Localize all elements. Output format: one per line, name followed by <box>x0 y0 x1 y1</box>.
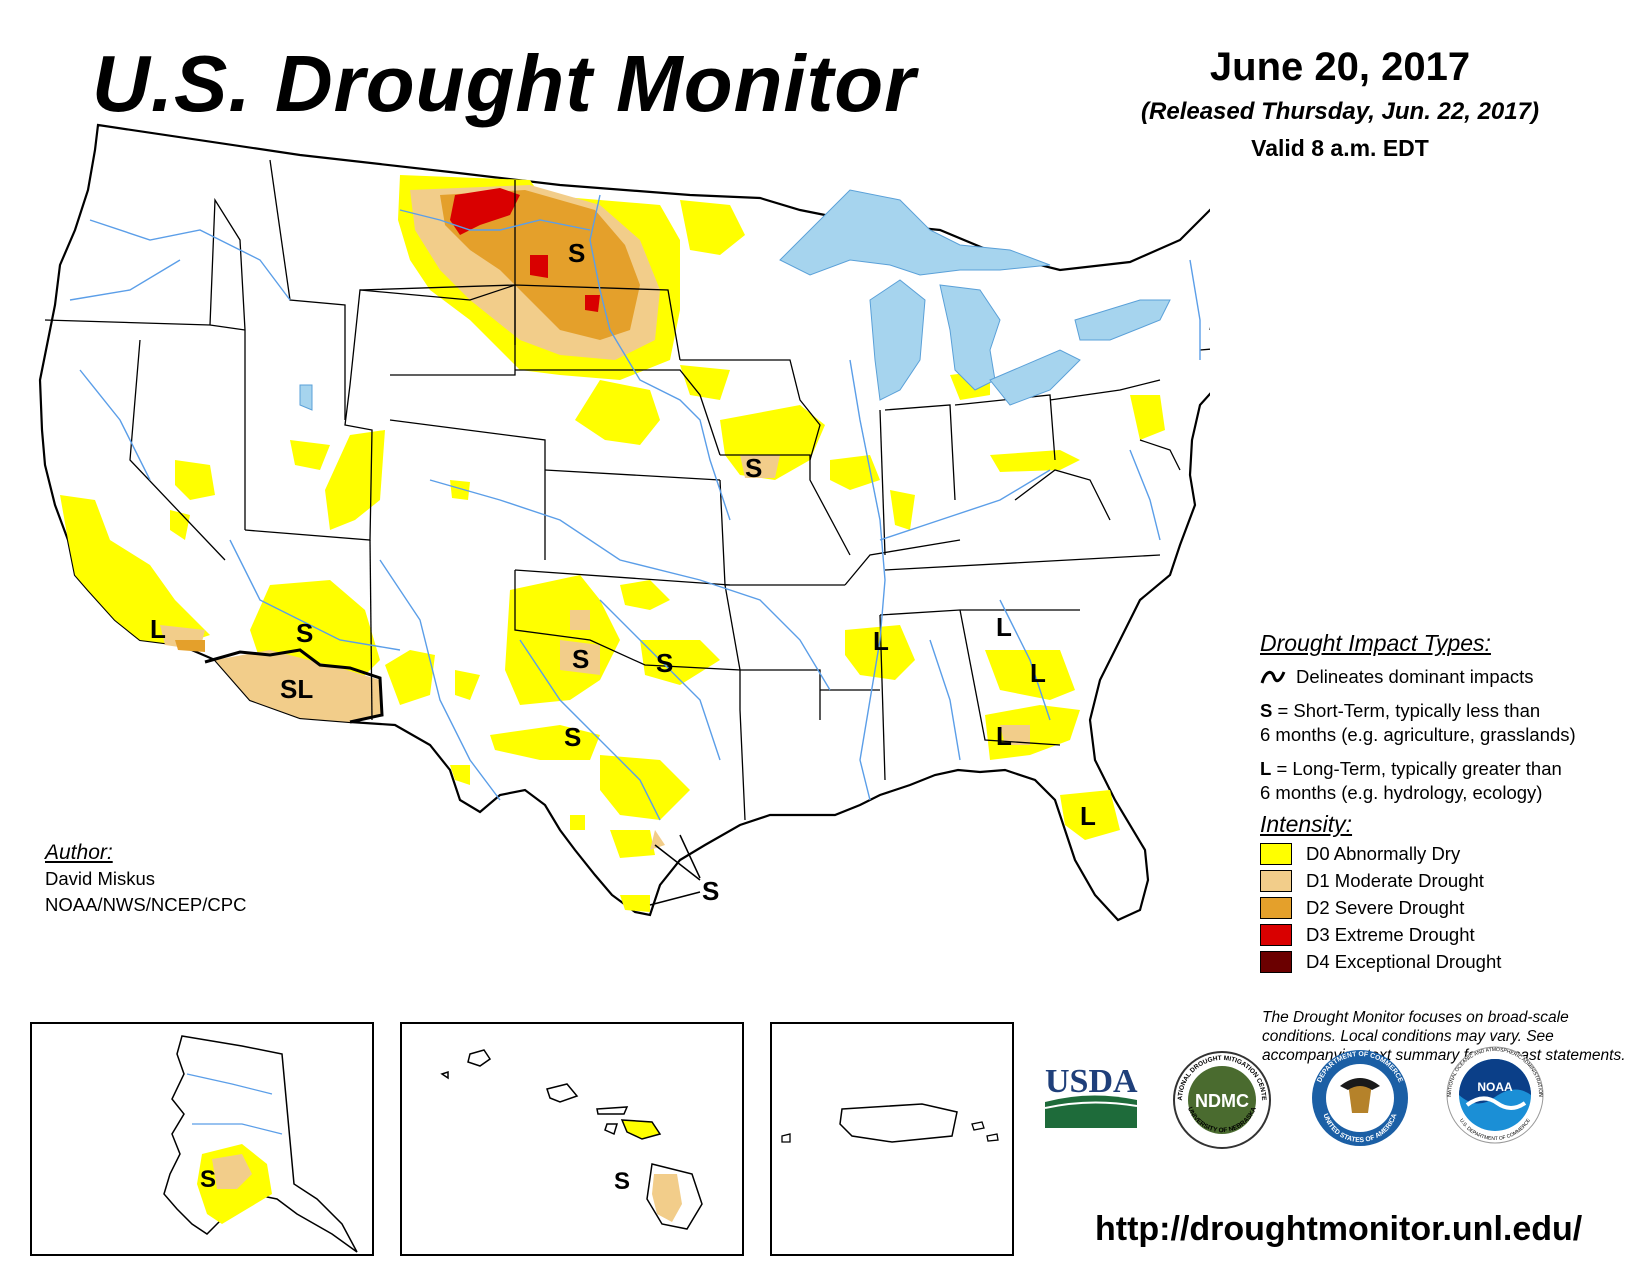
d4-swatch <box>1260 950 1292 973</box>
rivers <box>69 194 1201 821</box>
long-term-code: L <box>1260 758 1272 779</box>
long-term-key: L = Long-Term, typically greater than <box>1260 757 1640 781</box>
valid-time: Valid 8 a.m. EDT <box>1251 135 1429 161</box>
noaa-logo-graphic: NOAA NATIONAL OCEANIC AND ATMOSPHERIC AD… <box>1446 1046 1544 1144</box>
state-boundaries <box>44 159 1210 821</box>
delineation-key: Delineates dominant impacts <box>1260 665 1640 689</box>
az-nm-d1-area <box>215 650 382 722</box>
author-org: NOAA/NWS/NCEP/CPC <box>45 894 247 915</box>
puerto-rico-inset <box>770 1022 1014 1256</box>
drought-monitor-url[interactable]: http://droughtmonitor.unl.edu/ <box>1095 1210 1583 1248</box>
d4-label: D4 Exceptional Drought <box>1306 950 1502 972</box>
alaska-impact-label: S <box>200 1166 216 1193</box>
commerce-seal-graphic: DEPARTMENT OF COMMERCE UNITED STATES OF … <box>1312 1050 1408 1146</box>
d3-swatch <box>1260 923 1292 946</box>
impact-label: SL <box>280 674 313 704</box>
impact-label: L <box>1030 658 1046 688</box>
d1-swatch <box>1260 869 1292 892</box>
author-name: David Miskus <box>45 868 155 889</box>
impact-label: L <box>996 721 1012 751</box>
impact-labels: S S S S S S S L L L L L L SL <box>150 238 1096 906</box>
great-lakes <box>299 189 1171 411</box>
conus-drought-map: S S S S S S S L L L L L L SL <box>38 123 1210 922</box>
author-block: Author: David Miskus NOAA/NWS/NCEP/CPC <box>45 840 246 918</box>
alaska-map: S <box>163 1035 358 1253</box>
texas-pointer-lines <box>649 834 701 906</box>
impact-label: L <box>873 626 889 656</box>
map-date: June 20, 2017 <box>1209 45 1471 89</box>
commerce-seal-logo[interactable]: DEPARTMENT OF COMMERCE UNITED STATES OF … <box>1310 1048 1410 1148</box>
intensity-d4: D4 Exceptional Drought <box>1260 948 1640 975</box>
release-date: (Released Thursday, Jun. 22, 2017) <box>1141 98 1539 125</box>
impact-types-heading: Drought Impact Types: <box>1260 630 1491 656</box>
impact-label: S <box>656 648 673 678</box>
intensity-d1: D1 Moderate Drought <box>1260 867 1640 894</box>
intensity-d0: D0 Abnormally Dry <box>1260 840 1640 867</box>
impact-label: S <box>568 238 585 268</box>
impact-label: L <box>996 612 1012 642</box>
author-heading: Author: <box>45 841 113 864</box>
long-term-text: = Long-Term, typically greater than <box>1271 758 1562 779</box>
intensity-heading: Intensity: <box>1260 811 1353 837</box>
usda-logo-text: USDA <box>1045 1063 1138 1100</box>
impact-label: S <box>564 722 581 752</box>
d0-swatch <box>1260 842 1292 865</box>
map-title: U.S. Drought Monitor <box>92 39 917 128</box>
d3-areas <box>450 188 600 312</box>
d2-swatch <box>1260 896 1292 919</box>
d3-label: D3 Extreme Drought <box>1306 923 1475 945</box>
usda-logo[interactable]: USDA <box>1044 1060 1140 1130</box>
ndmc-logo-text: NDMC <box>1195 1091 1249 1111</box>
d1-label: D1 Moderate Drought <box>1306 869 1484 891</box>
ndmc-logo[interactable]: NDMC NATIONAL DROUGHT MITIGATION CENTER … <box>1170 1045 1272 1150</box>
hawaii-impact-label: S <box>614 1168 630 1195</box>
puerto-rico-map <box>781 1103 999 1143</box>
impact-label: S <box>745 453 762 483</box>
ndmc-logo-graphic: NDMC NATIONAL DROUGHT MITIGATION CENTER … <box>1170 1045 1271 1149</box>
hawaii-map: S <box>440 1049 703 1230</box>
intensity-d2: D2 Severe Drought <box>1260 894 1640 921</box>
short-term-text-2: 6 months (e.g. agriculture, grasslands) <box>1260 724 1576 745</box>
impact-label: L <box>1080 801 1096 831</box>
impact-label: S <box>572 644 589 674</box>
hawaii-inset: S <box>400 1022 744 1256</box>
legend: Drought Impact Types: Delineates dominan… <box>1260 630 1640 975</box>
short-term-key: S = Short-Term, typically less than <box>1260 699 1640 723</box>
long-term-text-2: 6 months (e.g. hydrology, ecology) <box>1260 782 1543 803</box>
usda-logo-graphic: USDA <box>1044 1063 1138 1128</box>
d2-label: D2 Severe Drought <box>1306 896 1465 918</box>
noaa-logo[interactable]: NOAA NATIONAL OCEANIC AND ATMOSPHERIC AD… <box>1445 1045 1545 1145</box>
noaa-logo-text: NOAA <box>1477 1080 1513 1094</box>
d0-label: D0 Abnormally Dry <box>1306 842 1461 864</box>
alaska-inset: S <box>30 1022 374 1256</box>
impact-lines <box>204 648 384 724</box>
intensity-d3: D3 Extreme Drought <box>1260 921 1640 948</box>
impact-label: S <box>702 876 719 906</box>
short-term-code: S <box>1260 700 1273 721</box>
impact-label: L <box>150 614 166 644</box>
impact-label: S <box>296 618 313 648</box>
short-term-text: = Short-Term, typically less than <box>1272 700 1541 721</box>
delineation-line-icon <box>1260 670 1286 684</box>
delineation-label: Delineates dominant impacts <box>1296 666 1534 687</box>
